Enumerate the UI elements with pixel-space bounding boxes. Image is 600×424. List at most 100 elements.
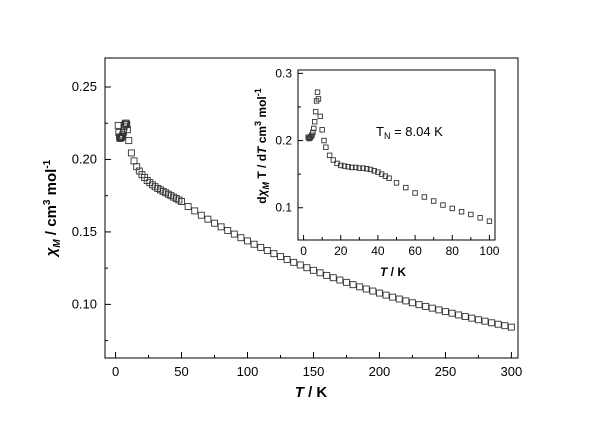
main-data-point: [382, 291, 390, 299]
inset-x-ticks: 0 20 40 60 80 100: [300, 235, 500, 258]
inset-y-tick-label: 0.1: [275, 201, 292, 215]
main-data-point: [197, 211, 205, 219]
main-data-point: [277, 253, 284, 261]
inset-y-tick-label: 0.3: [275, 66, 292, 80]
main-data-point: [263, 247, 271, 254]
inset-data-point: [477, 215, 483, 221]
inset-data-point: [449, 205, 455, 212]
main-data-point: [224, 227, 232, 234]
main-x-tick-label: 200: [369, 364, 391, 379]
main-data-point: [123, 126, 131, 134]
main-data-point: [184, 203, 192, 211]
main-data-point: [356, 283, 364, 291]
inset-data-point: [486, 218, 493, 224]
inset-plot: 0 20 40 60 80 100 0.1 0.2 0.3 TN = 8.04 K T / K…: [253, 66, 500, 279]
inset-data-point: [352, 164, 359, 171]
inset-data-point: [321, 137, 327, 144]
main-data-point: [217, 223, 225, 231]
main-data-point: [329, 274, 337, 282]
main-data-point: [349, 281, 357, 289]
main-data-point: [296, 261, 304, 269]
inset-data-point: [330, 157, 337, 163]
main-data-point: [237, 234, 245, 242]
main-data-point: [270, 250, 278, 258]
main-data-point: [118, 133, 125, 141]
inset-data-point: [364, 166, 370, 172]
main-x-tick-label: 100: [237, 364, 259, 379]
main-data-point: [178, 198, 185, 205]
main-data-point: [474, 316, 482, 324]
main-data-point: [122, 119, 130, 127]
inset-data-point: [319, 127, 325, 133]
main-data-point: [244, 237, 251, 245]
main-data-point: [494, 320, 502, 328]
inset-data-point: [403, 184, 409, 191]
main-data-point: [507, 323, 515, 331]
main-data-point: [120, 128, 127, 136]
inset-annotation: TN = 8.04 K: [376, 124, 443, 141]
inset-data-point: [311, 125, 317, 132]
main-y-ticks: 0.10 0.15 0.20 0.25: [72, 79, 111, 342]
main-x-tick-label: 50: [174, 364, 188, 379]
inset-data-point: [430, 198, 437, 204]
main-data-point: [501, 322, 509, 330]
main-data-point: [130, 157, 138, 165]
inset-x-tick-label: 0: [300, 244, 307, 258]
main-series: [114, 119, 515, 331]
inset-data-point: [312, 108, 319, 115]
inset-data-point: [458, 209, 465, 215]
main-data-point: [114, 121, 122, 129]
main-data-point: [481, 317, 489, 325]
main-data-point: [303, 264, 311, 272]
inset-data-point: [356, 165, 363, 171]
inset-y-tick-label: 0.2: [275, 134, 292, 148]
main-data-point: [468, 314, 476, 322]
main-x-tick-label: 150: [303, 364, 325, 379]
main-x-tick-label: 300: [501, 364, 523, 379]
main-data-point: [127, 149, 135, 157]
inset-data-point: [314, 89, 321, 95]
inset-data-point: [323, 144, 329, 150]
main-data-point: [435, 306, 443, 314]
inset-x-tick-label: 40: [371, 244, 385, 258]
main-y-tick-label: 0.10: [72, 296, 97, 311]
main-data-point: [389, 293, 397, 301]
main-data-point: [455, 311, 463, 319]
inset-data-point: [315, 96, 322, 102]
inset-data-point: [326, 152, 333, 159]
main-x-axis-title: T / K: [295, 384, 328, 401]
inset-y-ticks: 0.1 0.2 0.3: [275, 66, 303, 215]
main-x-tick-label: 0: [112, 364, 119, 379]
inset-data-point: [421, 194, 428, 200]
main-data-point: [402, 297, 410, 305]
main-data-point: [441, 308, 449, 316]
main-data-point: [316, 269, 324, 277]
inset-data-point: [317, 113, 324, 120]
main-data-point: [336, 276, 344, 284]
inset-data-point: [468, 211, 474, 218]
inset-x-axis-title: T / K: [380, 265, 406, 279]
main-data-point: [211, 219, 218, 227]
inset-x-tick-label: 60: [408, 244, 422, 258]
inset-data-point: [371, 168, 377, 174]
main-y-tick-label: 0.15: [72, 224, 97, 239]
inset-data-point: [367, 166, 374, 173]
inset-x-tick-label: 80: [446, 244, 460, 258]
main-data-point: [488, 319, 496, 327]
inset-data-point: [412, 190, 418, 196]
main-data-point: [191, 207, 199, 215]
main-data-point: [369, 287, 377, 295]
main-plot-frame: [104, 57, 519, 359]
main-data-point: [125, 137, 133, 145]
inset-data-point: [386, 175, 392, 181]
main-data-point: [204, 215, 212, 223]
inset-y-axis-title: dχM T / dT cm3 mol-1: [253, 88, 271, 204]
main-data-point: [422, 302, 430, 310]
inset-x-tick-label: 100: [479, 244, 499, 258]
main-data-point: [123, 121, 131, 129]
main-x-tick-label: 250: [435, 364, 457, 379]
inset-series: [305, 89, 493, 224]
main-y-tick-label: 0.25: [72, 79, 97, 94]
inset-data-point: [341, 163, 348, 169]
